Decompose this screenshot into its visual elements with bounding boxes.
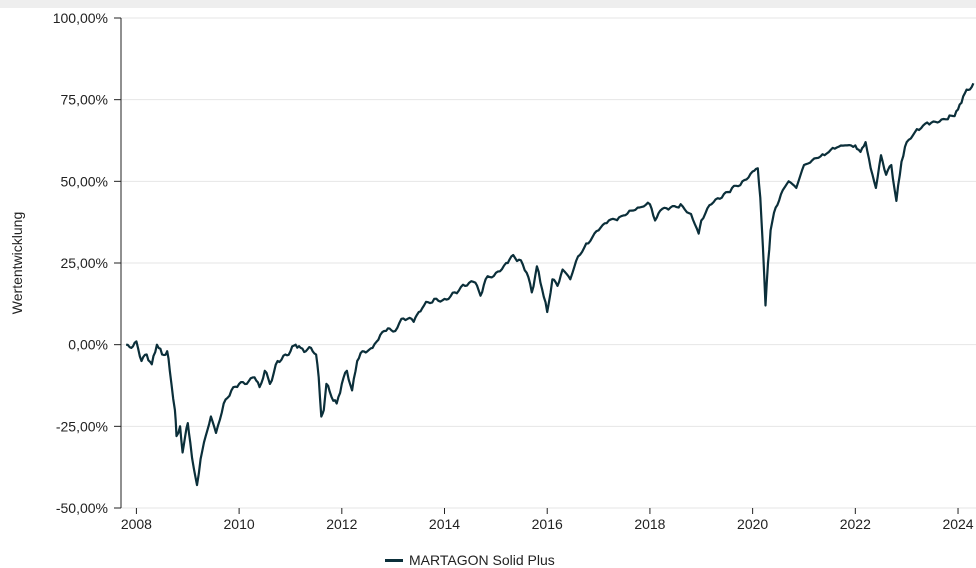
top-band xyxy=(0,0,976,8)
y-tick-label: 100,00% xyxy=(53,10,108,26)
x-tick-label: 2020 xyxy=(737,516,768,532)
x-tick-label: 2018 xyxy=(634,516,665,532)
y-tick-label: 75,00% xyxy=(61,92,108,108)
y-tick-label: 0,00% xyxy=(68,337,108,353)
x-tick-label: 2010 xyxy=(224,516,255,532)
x-tick-labels: 2008 2010 2012 2014 2016 2018 2020 2022 2024 xyxy=(121,508,974,532)
series-group xyxy=(125,82,975,487)
grid-lines xyxy=(121,17,976,509)
y-axis-label: Wertentwicklung xyxy=(9,212,25,314)
x-tick-label: 2022 xyxy=(840,516,871,532)
y-tick-label: 25,00% xyxy=(61,255,108,271)
x-tick-label: 2014 xyxy=(429,516,460,532)
legend: MARTAGON Solid Plus xyxy=(385,552,555,568)
x-tick-label: 2024 xyxy=(942,516,973,532)
legend-swatch xyxy=(385,558,403,562)
x-tick-label: 2012 xyxy=(326,516,357,532)
y-tick-label: -25,00% xyxy=(56,418,108,434)
legend-label: MARTAGON Solid Plus xyxy=(409,552,555,568)
series-line-0 xyxy=(125,82,975,487)
x-tick-label: 2016 xyxy=(532,516,563,532)
y-tick-label: -50,00% xyxy=(56,500,108,516)
x-tick-label: 2008 xyxy=(121,516,152,532)
line-chart: 100,00% 75,00% 50,00% 25,00% 0,00% -25,00% -50… xyxy=(9,10,976,532)
y-tick-labels: 100,00% 75,00% 50,00% 25,00% 0,00% -25,00% -50… xyxy=(53,10,121,516)
y-tick-label: 50,00% xyxy=(61,173,108,189)
